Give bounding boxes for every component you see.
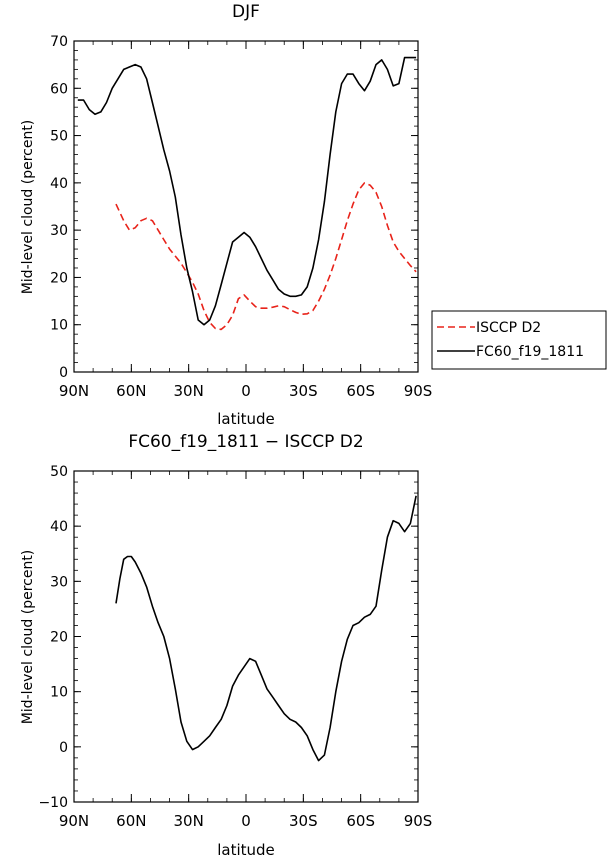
bottom-y-tick-label: −10 — [38, 795, 68, 811]
bottom-y-axis-label: Mid-level cloud (percent) — [20, 550, 36, 725]
legend-label-fc60: FC60_f19_1811 — [476, 344, 584, 360]
top-x-tick-label: 30S — [289, 382, 318, 400]
top-x-tick-label: 90N — [59, 382, 89, 400]
top-x-tick-label: 90S — [404, 382, 433, 400]
bottom-y-tick-label: 30 — [50, 574, 68, 590]
bottom-y-tick-label: 0 — [59, 740, 68, 756]
legend-label-isccp: ISCCP D2 — [476, 320, 541, 336]
bottom-y-tick-label: 10 — [50, 685, 68, 701]
bottom-chart-title: FC60_f19_1811 − ISCCP D2 — [128, 432, 363, 452]
bottom-x-tick-label: 90N — [59, 812, 89, 830]
bottom-x-tick-label: 60N — [116, 812, 146, 830]
bottom-x-tick-label: 30S — [289, 812, 318, 830]
top-series-group — [77, 56, 417, 331]
bottom-y-tick-label: 50 — [50, 464, 68, 480]
top-y-tick-label: 70 — [50, 34, 68, 50]
bottom-series-group — [115, 495, 417, 762]
bottom-x-tick-label: 60S — [346, 812, 375, 830]
top-chart-title: DJF — [232, 2, 260, 22]
top-series-line-fc60-f19-1811 — [77, 56, 417, 326]
top-y-tick-label: 30 — [50, 223, 68, 239]
bottom-panel-chart: FC60_f19_1811 − ISCCP D2 Mid-level cloud… — [20, 432, 432, 859]
top-x-tick-label: 60S — [346, 382, 375, 400]
top-x-tick-label: 30N — [174, 382, 204, 400]
top-y-tick-label: 20 — [50, 270, 68, 286]
bottom-axis-ticks: −10 0 10 20 30 40 50 90N 60N 30N 0 30S 60S 90S — [38, 464, 432, 830]
top-y-tick-label: 0 — [59, 365, 68, 381]
bottom-x-tick-label: 0 — [241, 812, 251, 830]
bottom-x-axis-label: latitude — [217, 841, 275, 859]
top-series-line-isccp-d2 — [115, 182, 417, 331]
top-y-tick-label: 10 — [50, 318, 68, 334]
legend-box — [431, 310, 607, 370]
top-y-tick-label: 40 — [50, 176, 68, 192]
bottom-y-tick-label: 40 — [50, 519, 68, 535]
bottom-y-tick-label: 20 — [50, 630, 68, 646]
top-x-axis-label: latitude — [217, 410, 275, 428]
top-y-axis-label: Mid-level cloud (percent) — [20, 120, 36, 295]
top-plot-frame — [73, 40, 419, 373]
top-y-tick-label: 50 — [50, 129, 68, 145]
top-x-tick-label: 60N — [116, 382, 146, 400]
top-y-tick-label: 60 — [50, 81, 68, 97]
bottom-x-tick-label: 90S — [404, 812, 433, 830]
top-panel-chart: DJF Mid-level cloud (percent) latitude 0… — [20, 2, 432, 428]
top-axis-ticks: 0 10 20 30 40 50 60 70 90N 60N 30N 0 30S 60S 90S — [50, 34, 432, 400]
bottom-x-tick-label: 30N — [174, 812, 204, 830]
legend: ISCCP D2 FC60_f19_1811 — [431, 310, 607, 370]
bottom-plot-frame — [73, 470, 419, 803]
bottom-series-line-difference — [115, 495, 417, 762]
top-x-tick-label: 0 — [241, 382, 251, 400]
